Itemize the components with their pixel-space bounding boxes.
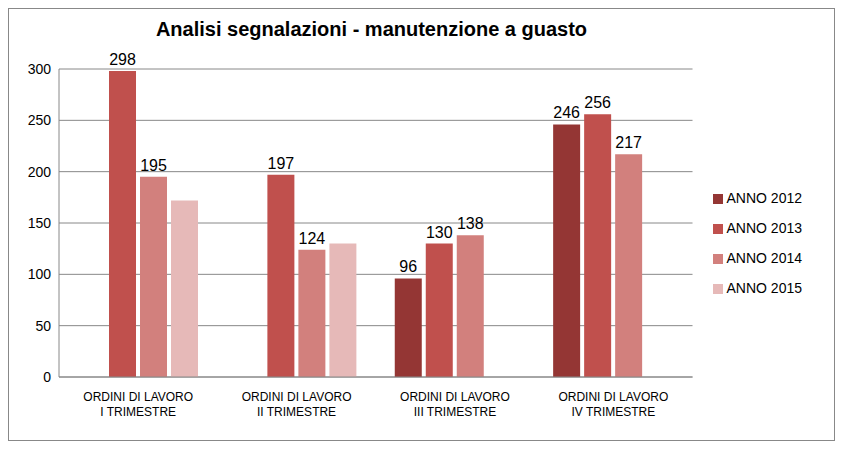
svg-text:ORDINI DI LAVOROI TRIMESTRE: ORDINI DI LAVOROI TRIMESTRE xyxy=(83,390,193,419)
svg-text:298: 298 xyxy=(109,51,136,68)
html-text:Analisi segnalazioni - manuten: Analisi segnalazioni - manutenzione a gu… xyxy=(155,18,588,40)
svg-text:200: 200 xyxy=(28,164,52,180)
svg-text:ORDINI DI LAVOROIV TRIMESTRE: ORDINI DI LAVOROIV TRIMESTRE xyxy=(558,390,668,419)
svg-text:96: 96 xyxy=(399,258,417,275)
svg-text:195: 195 xyxy=(140,157,167,174)
svg-text:100: 100 xyxy=(28,266,52,282)
svg-text:138: 138 xyxy=(457,215,484,232)
svg-text:ORDINI DI LAVOROII TRIMESTRE: ORDINI DI LAVOROII TRIMESTRE xyxy=(242,390,352,419)
svg-text:130: 130 xyxy=(426,224,453,241)
svg-text:256: 256 xyxy=(584,94,611,111)
html-text:ANNO 2015: ANNO 2015 xyxy=(726,280,802,296)
svg-text:124: 124 xyxy=(299,230,326,247)
svg-text:217: 217 xyxy=(615,134,642,151)
svg-text:246: 246 xyxy=(553,104,580,121)
svg-text:50: 50 xyxy=(35,318,51,334)
html-text:ANNO 2014: ANNO 2014 xyxy=(726,250,802,266)
svg-text:197: 197 xyxy=(268,155,295,172)
html-text:ANNO 2012: ANNO 2012 xyxy=(726,190,802,206)
svg-text:250: 250 xyxy=(28,112,52,128)
svg-text:ORDINI DI LAVOROIII TRIMESTRE: ORDINI DI LAVOROIII TRIMESTRE xyxy=(400,390,510,419)
svg-text:0: 0 xyxy=(43,369,51,385)
svg-text:300: 300 xyxy=(28,61,52,77)
svg-text:150: 150 xyxy=(28,215,52,231)
html-text:ANNO 2013: ANNO 2013 xyxy=(726,220,802,236)
